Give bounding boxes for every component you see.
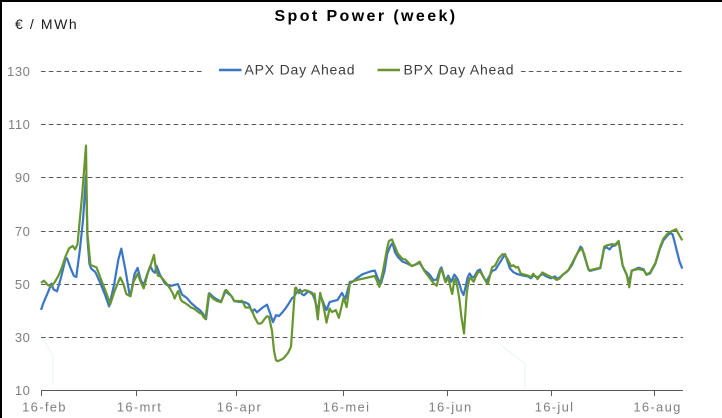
svg-text:16-apr: 16-apr xyxy=(217,400,262,415)
svg-text:110: 110 xyxy=(8,117,31,132)
svg-text:16-mei: 16-mei xyxy=(323,400,371,415)
svg-text:BPX Day Ahead: BPX Day Ahead xyxy=(404,62,515,78)
svg-text:16-feb: 16-feb xyxy=(22,400,67,415)
svg-text:130: 130 xyxy=(7,64,31,79)
svg-text:30: 30 xyxy=(15,330,31,345)
svg-text:16-jul: 16-jul xyxy=(535,400,575,415)
svg-text:16-jun: 16-jun xyxy=(429,400,473,415)
svg-text:16-aug: 16-aug xyxy=(633,400,681,415)
svg-text:16-mrt: 16-mrt xyxy=(117,400,162,415)
svg-text:50: 50 xyxy=(15,277,31,292)
svg-text:APX Day Ahead: APX Day Ahead xyxy=(245,62,356,78)
svg-text:70: 70 xyxy=(15,224,31,239)
svg-text:10: 10 xyxy=(15,383,31,398)
svg-text:90: 90 xyxy=(15,170,31,185)
